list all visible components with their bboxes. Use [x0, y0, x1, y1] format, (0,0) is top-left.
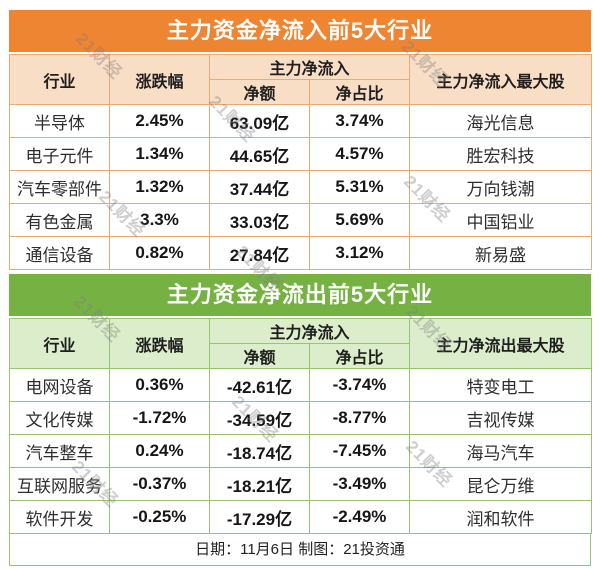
- table-row: 电网设备 0.36% -42.61亿 -3.74% 特变电工: [9, 368, 593, 402]
- col-header-change: 涨跌幅: [109, 54, 210, 105]
- cell-net-amount: -18.21亿: [209, 467, 310, 501]
- inflow-header-row-1: 行业 涨跌幅 主力净流入 主力净流入最大股: [9, 54, 593, 105]
- cell-industry: 半导体: [9, 104, 110, 138]
- cell-industry: 有色金属: [9, 203, 110, 237]
- cell-change: 1.34%: [109, 137, 210, 171]
- inflow-header-row-2: 净额 净占比: [10, 79, 592, 105]
- col-header-net-ratio: 净占比: [308, 79, 411, 105]
- cell-net-amount: 63.09亿: [209, 104, 310, 138]
- cell-net-ratio: 4.57%: [308, 137, 411, 171]
- cell-top-stock: 中国铝业: [409, 203, 593, 237]
- cell-net-amount: 33.03亿: [209, 203, 310, 237]
- cell-net-amount: 37.44亿: [209, 170, 310, 204]
- cell-net-amount: -18.74亿: [209, 434, 310, 468]
- col-header-industry: 行业: [9, 318, 110, 369]
- col-header-net-ratio: 净占比: [308, 343, 411, 369]
- outflow-section-title: 主力资金净流出前5大行业: [9, 274, 591, 316]
- table-row: 软件开发 -0.25% -17.29亿 -2.49% 润和软件: [9, 500, 593, 534]
- cell-net-ratio: 3.12%: [308, 236, 411, 270]
- table-row: 半导体 2.45% 63.09亿 3.74% 海光信息: [9, 104, 593, 138]
- cell-top-stock: 润和软件: [409, 500, 593, 534]
- table-row: 有色金属 3.3% 33.03亿 5.69% 中国铝业: [9, 203, 593, 237]
- cell-industry: 电子元件: [9, 137, 110, 171]
- cell-top-stock: 万向钱潮: [409, 170, 593, 204]
- cell-top-stock: 海马汽车: [409, 434, 593, 468]
- cell-net-amount: -17.29亿: [209, 500, 310, 534]
- table-row: 文化传媒 -1.72% -34.59亿 -8.77% 吉视传媒: [9, 401, 593, 435]
- cell-change: -0.37%: [109, 467, 210, 501]
- col-header-change: 涨跌幅: [109, 318, 210, 369]
- footer-credit: 日期：11月6日 制图：21投资通: [9, 534, 591, 566]
- cell-change: -1.72%: [109, 401, 210, 435]
- table-row: 电子元件 1.34% 44.65亿 4.57% 胜宏科技: [9, 137, 593, 171]
- table-row: 互联网服务 -0.37% -18.21亿 -3.49% 昆仑万维: [9, 467, 593, 501]
- cell-change: 1.32%: [109, 170, 210, 204]
- col-header-industry: 行业: [9, 54, 110, 105]
- col-header-top-stock: 主力净流入最大股: [409, 54, 593, 105]
- cell-change: 3.3%: [109, 203, 210, 237]
- cell-top-stock: 胜宏科技: [409, 137, 593, 171]
- cell-net-ratio: -8.77%: [308, 401, 411, 435]
- cell-industry: 通信设备: [9, 236, 110, 270]
- col-header-net-amount: 净额: [209, 79, 310, 105]
- table-row: 汽车零部件 1.32% 37.44亿 5.31% 万向钱潮: [9, 170, 593, 204]
- cell-net-ratio: -7.45%: [308, 434, 411, 468]
- cell-industry: 汽车零部件: [9, 170, 110, 204]
- cell-change: 0.24%: [109, 434, 210, 468]
- cell-net-ratio: -3.49%: [308, 467, 411, 501]
- inflow-table: 行业 涨跌幅 主力净流入 主力净流入最大股 净额 净占比 半导体 2.45% 6…: [9, 54, 593, 270]
- cell-change: -0.25%: [109, 500, 210, 534]
- cell-net-amount: -42.61亿: [209, 368, 310, 402]
- outflow-header-row-1: 行业 涨跌幅 主力净流入 主力净流出最大股: [9, 318, 593, 369]
- cell-net-amount: 44.65亿: [209, 137, 310, 171]
- cell-change: 2.45%: [109, 104, 210, 138]
- cell-top-stock: 特变电工: [409, 368, 593, 402]
- cell-industry: 文化传媒: [9, 401, 110, 435]
- col-header-net-inflow-group: 主力净流入: [208, 54, 411, 80]
- inflow-section-title: 主力资金净流入前5大行业: [9, 10, 591, 52]
- cell-net-ratio: -2.49%: [308, 500, 411, 534]
- outflow-table: 行业 涨跌幅 主力净流入 主力净流出最大股 净额 净占比 电网设备 0.36% …: [9, 318, 593, 534]
- cell-net-ratio: -3.74%: [308, 368, 411, 402]
- table-row: 通信设备 0.82% 27.84亿 3.12% 新易盛: [9, 236, 593, 270]
- col-header-net-amount: 净额: [209, 343, 310, 369]
- cell-industry: 软件开发: [9, 500, 110, 534]
- cell-change: 0.82%: [109, 236, 210, 270]
- cell-change: 0.36%: [109, 368, 210, 402]
- cell-industry: 互联网服务: [9, 467, 110, 501]
- cell-net-amount: -34.59亿: [209, 401, 310, 435]
- cell-top-stock: 昆仑万维: [409, 467, 593, 501]
- cell-top-stock: 吉视传媒: [409, 401, 593, 435]
- cell-industry: 汽车整车: [9, 434, 110, 468]
- cell-industry: 电网设备: [9, 368, 110, 402]
- table-row: 汽车整车 0.24% -18.74亿 -7.45% 海马汽车: [9, 434, 593, 468]
- col-header-net-inflow-group: 主力净流入: [208, 318, 411, 344]
- cell-net-ratio: 5.69%: [308, 203, 411, 237]
- col-header-top-stock: 主力净流出最大股: [409, 318, 593, 369]
- cell-top-stock: 海光信息: [409, 104, 593, 138]
- cell-net-ratio: 3.74%: [308, 104, 411, 138]
- cell-top-stock: 新易盛: [409, 236, 593, 270]
- cell-net-amount: 27.84亿: [209, 236, 310, 270]
- cell-net-ratio: 5.31%: [308, 170, 411, 204]
